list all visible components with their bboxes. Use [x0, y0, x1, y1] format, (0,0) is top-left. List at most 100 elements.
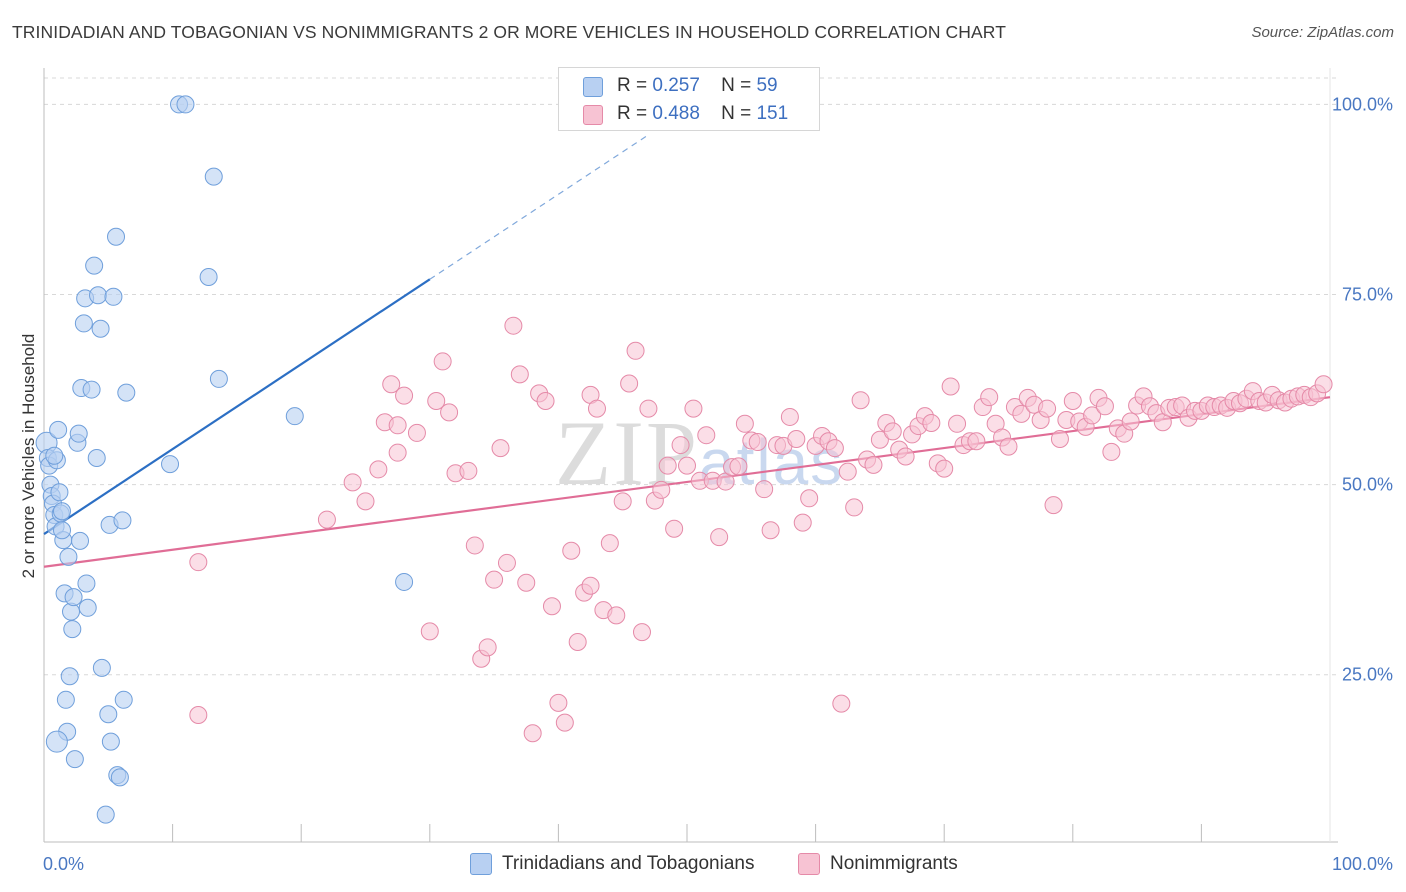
data-point-nonimmigrants	[735, 414, 754, 433]
data-point-nonimmigrants	[671, 436, 690, 455]
grid-lines	[44, 77, 1338, 676]
tick-labels: 25.0% 50.0% 75.0% 100.0% 0.0% 100.0%	[43, 94, 1393, 874]
data-point-nonimmigrants	[825, 439, 844, 458]
data-point-nonimmigrants	[800, 489, 819, 508]
data-point-trinidadians	[101, 732, 120, 751]
data-point-nonimmigrants	[870, 430, 889, 449]
data-point-nonimmigrants	[632, 623, 651, 642]
data-point-trinidadians	[59, 547, 78, 566]
data-point-nonimmigrants	[555, 713, 574, 732]
y-tick-label: 100.0%	[1332, 94, 1393, 114]
data-point-trinidadians	[45, 730, 68, 753]
data-point-trinidadians	[87, 449, 106, 467]
legend-n-value: 151	[756, 103, 789, 124]
legend-n-label: N =	[721, 103, 752, 124]
data-point-trinidadians	[69, 424, 88, 443]
data-point-nonimmigrants	[536, 391, 555, 410]
data-point-nonimmigrants	[549, 693, 568, 712]
data-point-trinidadians	[209, 369, 228, 388]
data-point-nonimmigrants	[851, 391, 870, 410]
data-point-trinidadians	[199, 268, 218, 287]
data-point-trinidadians	[53, 502, 72, 521]
data-point-trinidadians	[176, 95, 195, 114]
series-trinidadians-points	[35, 95, 414, 824]
data-point-nonimmigrants	[587, 399, 606, 418]
data-point-nonimmigrants	[678, 456, 696, 475]
data-point-nonimmigrants	[1050, 429, 1069, 448]
data-point-trinidadians	[395, 572, 414, 591]
data-point-trinidadians	[82, 380, 101, 399]
data-point-trinidadians	[110, 768, 129, 787]
data-point-nonimmigrants	[999, 437, 1018, 456]
data-point-nonimmigrants	[665, 519, 684, 538]
data-point-nonimmigrants	[729, 457, 748, 476]
data-point-nonimmigrants	[967, 432, 986, 451]
data-point-nonimmigrants	[343, 473, 362, 492]
legend-r-label: R =	[617, 75, 648, 96]
y-axis-label: 2 or more Vehicles in Household	[19, 334, 38, 579]
data-point-trinidadians	[117, 383, 136, 402]
data-point-nonimmigrants	[1083, 406, 1102, 425]
data-point-nonimmigrants	[491, 439, 510, 458]
data-point-trinidadians	[96, 805, 115, 824]
data-point-nonimmigrants	[639, 399, 658, 418]
data-point-nonimmigrants	[896, 447, 915, 466]
watermark-main: ZIP	[555, 402, 699, 504]
data-point-nonimmigrants	[607, 606, 626, 625]
data-point-trinidadians	[77, 574, 96, 593]
data-point-nonimmigrants	[838, 462, 857, 481]
data-point-trinidadians	[53, 521, 72, 540]
data-point-nonimmigrants	[459, 461, 478, 480]
data-point-trinidadians	[113, 511, 132, 530]
data-point-nonimmigrants	[407, 423, 426, 442]
data-point-trinidadians	[161, 455, 180, 474]
data-point-nonimmigrants	[388, 443, 407, 462]
data-point-nonimmigrants	[485, 570, 504, 589]
data-point-trinidadians	[74, 314, 93, 333]
data-point-trinidadians	[45, 446, 64, 465]
data-point-nonimmigrants	[941, 377, 960, 396]
data-point-trinidadians	[91, 319, 110, 338]
data-point-trinidadians	[65, 750, 84, 769]
data-point-trinidadians	[114, 690, 133, 709]
data-point-trinidadians	[104, 287, 123, 306]
bottom-legend-swatch-blue	[470, 853, 492, 875]
chart-title: TRINIDADIAN AND TOBAGONIAN VS NONIMMIGRA…	[12, 22, 1006, 42]
data-point-nonimmigrants	[935, 459, 954, 478]
legend-n-value: 59	[756, 75, 778, 96]
data-point-nonimmigrants	[883, 422, 902, 441]
data-point-nonimmigrants	[369, 460, 388, 479]
data-point-nonimmigrants	[1063, 391, 1082, 410]
data-point-nonimmigrants	[626, 341, 645, 360]
data-point-nonimmigrants	[465, 536, 484, 555]
data-point-nonimmigrants	[427, 391, 446, 410]
data-point-trinidadians	[285, 407, 304, 426]
data-point-nonimmigrants	[1121, 412, 1140, 431]
data-point-trinidadians	[60, 667, 79, 686]
legend-n-label: N =	[721, 75, 752, 96]
data-point-nonimmigrants	[793, 513, 812, 532]
data-point-nonimmigrants	[1095, 397, 1114, 416]
data-point-nonimmigrants	[748, 433, 767, 452]
data-point-trinidadians	[49, 420, 68, 439]
data-point-nonimmigrants	[420, 622, 439, 641]
data-point-nonimmigrants	[1038, 399, 1057, 418]
data-point-nonimmigrants	[780, 407, 799, 426]
data-point-nonimmigrants	[542, 597, 561, 616]
data-point-nonimmigrants	[658, 456, 677, 475]
data-point-nonimmigrants	[787, 429, 806, 448]
x-tick-label: 0.0%	[43, 854, 84, 874]
legend-r-value: 0.488	[652, 103, 700, 124]
data-point-nonimmigrants	[189, 553, 208, 572]
correlation-legend: R = 0.257 N = 59 R = 0.488 N = 151	[558, 67, 820, 131]
data-point-nonimmigrants	[440, 403, 459, 422]
legend-r-label: R =	[617, 103, 648, 124]
data-point-trinidadians	[64, 588, 83, 607]
x-tick-label: 100.0%	[1332, 854, 1393, 874]
data-point-nonimmigrants	[1314, 375, 1333, 394]
y-tick-label: 75.0%	[1342, 285, 1393, 305]
data-point-nonimmigrants	[433, 352, 452, 371]
legend-swatch-blue	[583, 77, 603, 97]
data-point-nonimmigrants	[697, 426, 716, 445]
